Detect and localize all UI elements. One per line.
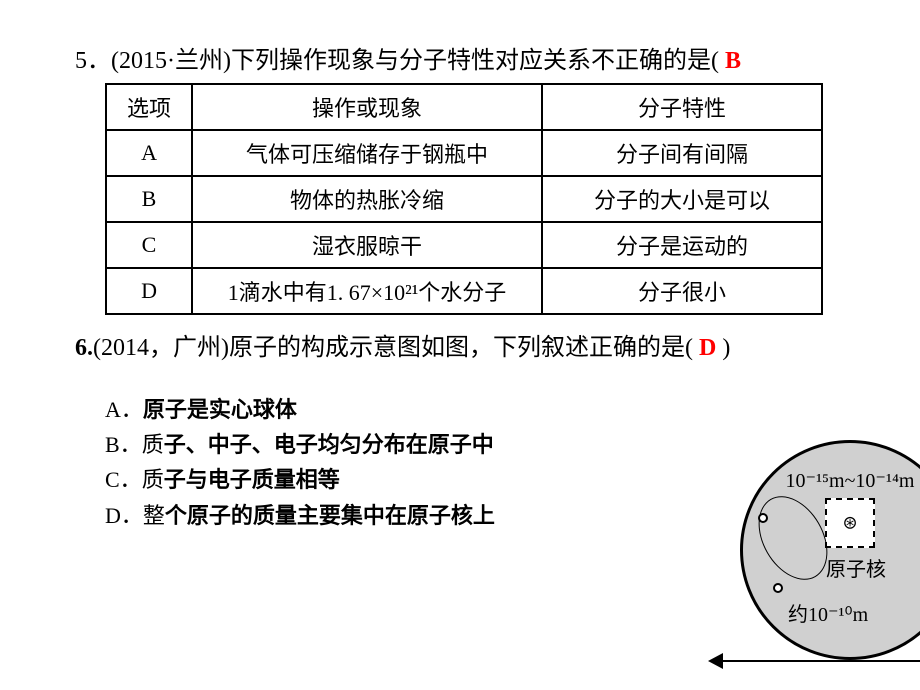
- cell-phenomenon: 气体可压缩储存于钢瓶中: [192, 130, 542, 176]
- header-property: 分子特性: [542, 84, 822, 130]
- atom-circle: 10⁻¹⁵m~10⁻¹⁴m ⊛ 电 原子核 约10⁻¹⁰m: [740, 440, 920, 660]
- option-letter: C．: [105, 467, 142, 492]
- q6-number: 6.: [75, 335, 93, 361]
- cell-property: 分子的大小是可以: [542, 176, 822, 222]
- table-header-row: 选项 操作或现象 分子特性: [106, 84, 822, 130]
- option-text-start: 质子、中子、电子均匀分布在原子中: [142, 432, 494, 457]
- q5-text: 下列操作现象与分子特性对应关系不正确的是(: [231, 48, 719, 74]
- option-letter: B．: [105, 432, 142, 457]
- option-letter: A．: [105, 397, 143, 422]
- cell-property: 分子很小: [542, 268, 822, 314]
- cell-option: B: [106, 176, 192, 222]
- q5-answer: B: [725, 48, 741, 74]
- atom-diagram: 10⁻¹⁵m~10⁻¹⁴m ⊛ 电 原子核 约10⁻¹⁰m: [740, 440, 920, 660]
- table-row: A 气体可压缩储存于钢瓶中 分子间有间隔: [106, 130, 822, 176]
- option-text-start: 质子与电子质量相等: [142, 467, 340, 492]
- q6-closing: ): [722, 335, 730, 361]
- q5-number: 5．: [75, 48, 111, 74]
- nucleus-icon: ⊛: [842, 513, 857, 534]
- nucleus-box: ⊛: [825, 498, 875, 548]
- q6-text: 原子的构成示意图如图，下列叙述正确的是(: [229, 335, 693, 361]
- cell-option: D: [106, 268, 192, 314]
- cell-phenomenon: 湿衣服晾干: [192, 222, 542, 268]
- header-option: 选项: [106, 84, 192, 130]
- q5-source: (2015·兰州): [111, 48, 231, 74]
- cell-option: A: [106, 130, 192, 176]
- nucleus-size-label: 10⁻¹⁵m~10⁻¹⁴m: [786, 468, 915, 493]
- header-phenomenon: 操作或现象: [192, 84, 542, 130]
- cell-phenomenon: 1滴水中有1. 67×10²¹个水分子: [192, 268, 542, 314]
- cell-option: C: [106, 222, 192, 268]
- electron-icon: [773, 583, 783, 593]
- question5-header: 5．(2015·兰州)下列操作现象与分子特性对应关系不正确的是( B: [75, 40, 920, 75]
- question6-header: 6.(2014，广州)原子的构成示意图如图，下列叙述正确的是( D ): [75, 327, 920, 362]
- cell-property: 分子是运动的: [542, 222, 822, 268]
- question5-table: 选项 操作或现象 分子特性 A 气体可压缩储存于钢瓶中 分子间有间隔 B 物体的…: [105, 83, 823, 315]
- table-row: D 1滴水中有1. 67×10²¹个水分子 分子很小: [106, 268, 822, 314]
- option-a: A．原子是实心球体: [105, 392, 920, 427]
- q6-source: (2014，广州): [93, 335, 229, 361]
- option-text-start: 整个原子的质量主要集中在原子核上: [143, 503, 495, 528]
- nucleus-label: 原子核: [826, 553, 886, 582]
- cell-property: 分子间有间隔: [542, 130, 822, 176]
- measure-line: [713, 660, 920, 662]
- option-letter: D．: [105, 503, 143, 528]
- arrow-icon: [708, 653, 723, 669]
- table-row: C 湿衣服晾干 分子是运动的: [106, 222, 822, 268]
- electron-icon: [758, 513, 768, 523]
- q6-answer: D: [699, 335, 716, 361]
- option-text: 原子是实心球体: [143, 397, 297, 422]
- atom-size-label: 约10⁻¹⁰m: [788, 598, 868, 627]
- table-row: B 物体的热胀冷缩 分子的大小是可以: [106, 176, 822, 222]
- cell-phenomenon: 物体的热胀冷缩: [192, 176, 542, 222]
